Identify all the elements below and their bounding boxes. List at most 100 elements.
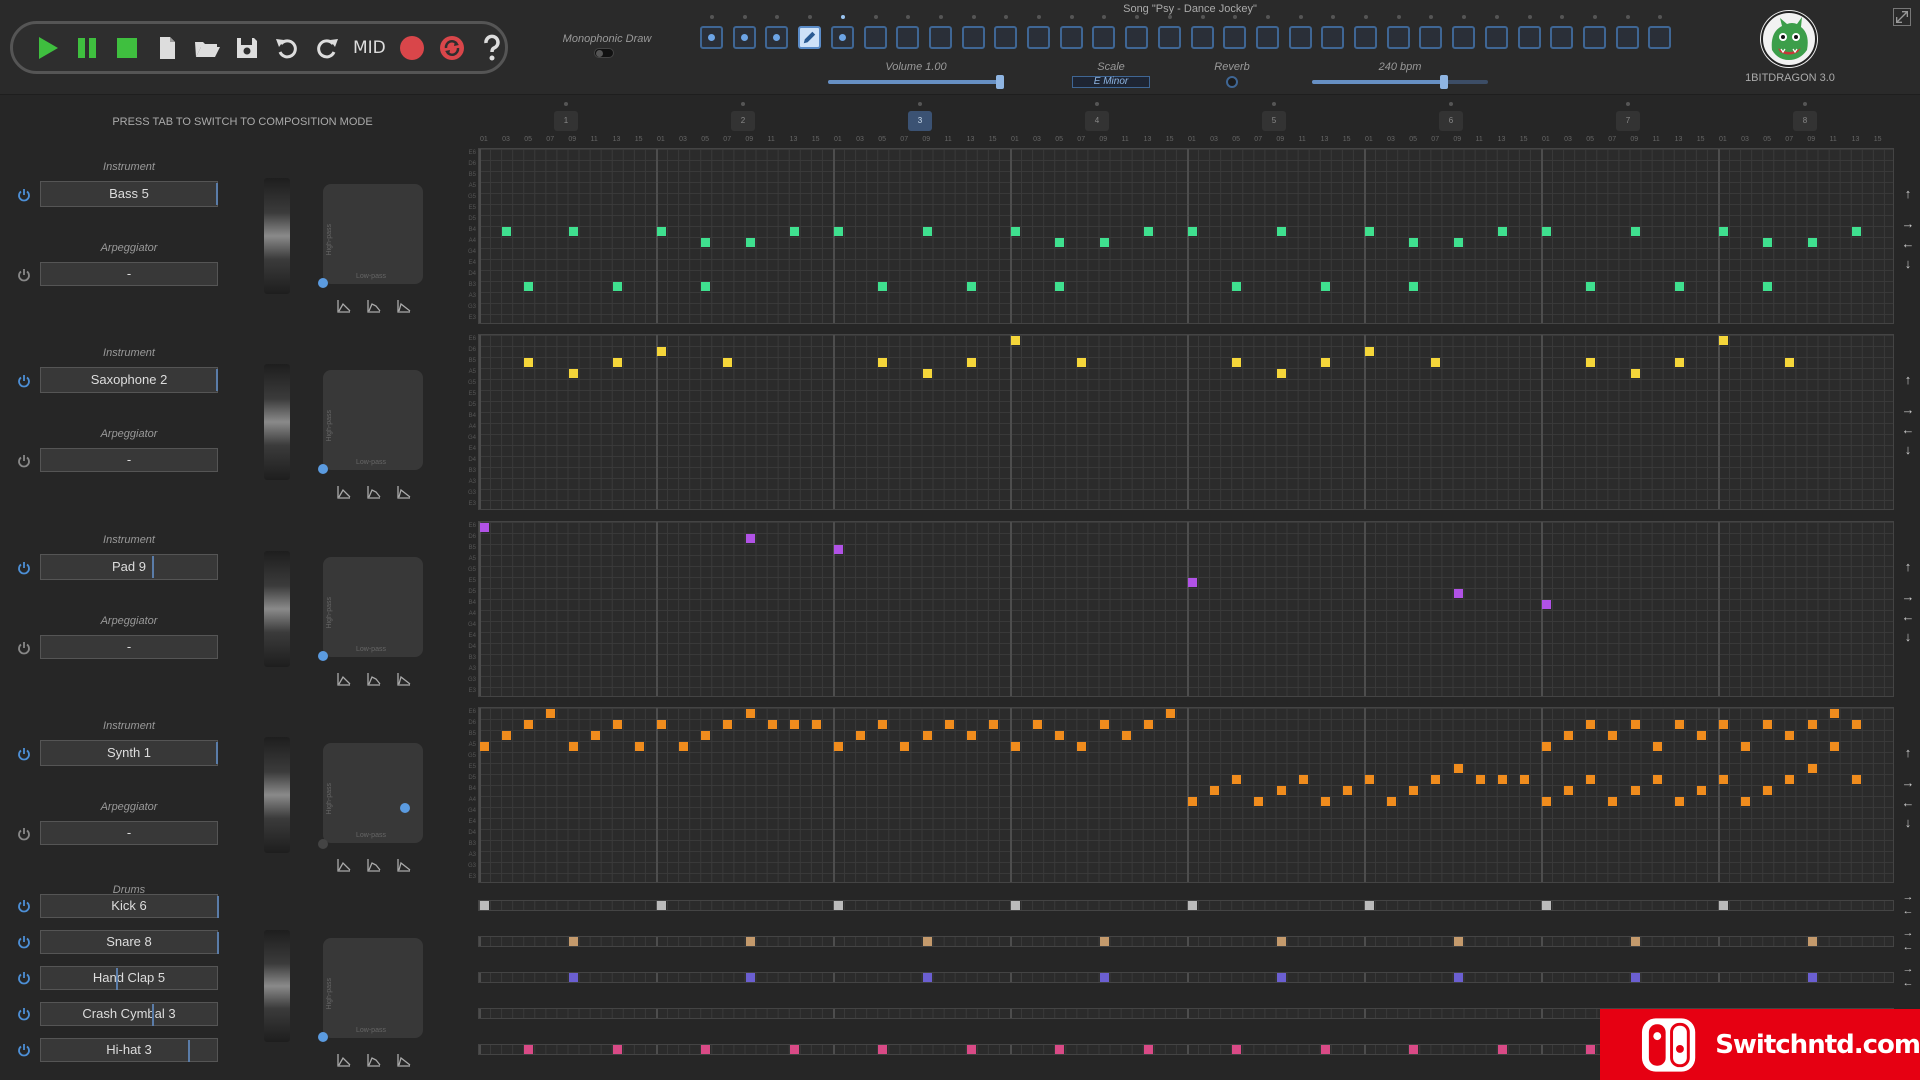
drum-hit[interactable]: [1586, 1045, 1596, 1054]
pattern-slot[interactable]: [1582, 15, 1606, 49]
note-cell[interactable]: [1630, 720, 1640, 729]
envelope-button[interactable]: [397, 1053, 411, 1072]
note-cell[interactable]: [944, 720, 954, 729]
note-cell[interactable]: [900, 742, 910, 751]
note-cell[interactable]: [878, 358, 888, 367]
note-cell[interactable]: [1011, 336, 1020, 345]
arrow-down-icon[interactable]: ↓: [1904, 815, 1912, 830]
envelope-button[interactable]: [397, 858, 411, 877]
redo-button[interactable]: [313, 33, 341, 63]
arrow-up-icon[interactable]: ↑: [1904, 186, 1912, 201]
drum-hit[interactable]: [966, 1045, 976, 1054]
record-button[interactable]: [398, 33, 426, 63]
note-cell[interactable]: [657, 347, 666, 356]
note-cell[interactable]: [1011, 742, 1020, 751]
fullscreen-button[interactable]: [1893, 8, 1911, 26]
filter-xy-pad[interactable]: High-pass Low-pass: [323, 370, 423, 470]
note-cell[interactable]: [1254, 797, 1264, 806]
pattern-slot[interactable]: [1223, 15, 1247, 49]
note-cell[interactable]: [1077, 358, 1087, 367]
pattern-slot[interactable]: [798, 15, 822, 49]
note-cell[interactable]: [1011, 227, 1020, 236]
bar-marker[interactable]: 4: [1085, 102, 1109, 131]
note-cell[interactable]: [922, 369, 932, 378]
note-cell[interactable]: [1276, 369, 1286, 378]
loop-button[interactable]: [438, 33, 466, 63]
note-cell[interactable]: [1630, 227, 1640, 236]
arpeggiator-select[interactable]: -: [40, 262, 218, 286]
note-cell[interactable]: [1586, 720, 1596, 729]
note-cell[interactable]: [1674, 720, 1684, 729]
note-cell[interactable]: [1320, 282, 1330, 291]
play-button[interactable]: [33, 33, 61, 63]
note-cell[interactable]: [1055, 731, 1065, 740]
drums-filter-xy-handle[interactable]: [318, 1032, 328, 1042]
note-cell[interactable]: [1652, 742, 1662, 751]
note-cell[interactable]: [1564, 731, 1574, 740]
arrow-up-icon[interactable]: ↑: [1904, 559, 1912, 574]
drum-hit[interactable]: [1232, 1045, 1242, 1054]
arrow-right-icon[interactable]: →: [1902, 927, 1914, 939]
pattern-slot[interactable]: [1027, 15, 1050, 49]
note-cell[interactable]: [723, 358, 733, 367]
note-cell[interactable]: [1409, 238, 1419, 247]
reverb-knob[interactable]: [1226, 76, 1238, 88]
envelope-button[interactable]: [367, 672, 381, 691]
drum-hit[interactable]: [1276, 973, 1286, 982]
arpeggiator-select[interactable]: -: [40, 448, 218, 472]
note-cell[interactable]: [1188, 227, 1197, 236]
instrument-power-toggle[interactable]: [17, 374, 31, 388]
arrow-left-icon[interactable]: ←: [1901, 609, 1915, 624]
note-cell[interactable]: [1630, 369, 1640, 378]
note-cell[interactable]: [612, 720, 622, 729]
drum-hit[interactable]: [1143, 1045, 1153, 1054]
note-cell[interactable]: [1409, 786, 1419, 795]
note-cell[interactable]: [1586, 282, 1596, 291]
pattern-slot[interactable]: [732, 15, 756, 49]
note-cell[interactable]: [1342, 786, 1352, 795]
pattern-slot[interactable]: [1648, 15, 1672, 49]
pattern-slot[interactable]: [1157, 15, 1181, 49]
note-cell[interactable]: [834, 545, 843, 554]
arrow-up-icon[interactable]: ↑: [1904, 745, 1912, 760]
note-cell[interactable]: [546, 709, 556, 718]
pattern-slot[interactable]: [928, 15, 952, 49]
pattern-slot[interactable]: [1386, 15, 1410, 49]
instrument-volume-slider[interactable]: [264, 364, 290, 480]
note-cell[interactable]: [1320, 797, 1330, 806]
note-cell[interactable]: [1033, 720, 1043, 729]
drum-hit[interactable]: [1055, 1045, 1065, 1054]
note-cell[interactable]: [988, 720, 998, 729]
drum-hit[interactable]: [789, 1045, 799, 1054]
drum-hit[interactable]: [1188, 901, 1197, 910]
pattern-slot[interactable]: [1517, 15, 1541, 49]
pause-button[interactable]: [73, 33, 101, 63]
note-cell[interactable]: [966, 282, 976, 291]
drum-select[interactable]: Hi-hat 3: [40, 1038, 218, 1062]
note-cell[interactable]: [1232, 358, 1242, 367]
note-cell[interactable]: [1143, 227, 1153, 236]
pattern-slot[interactable]: [896, 15, 920, 49]
tempo-slider[interactable]: [1312, 75, 1488, 89]
drum-power-toggle[interactable]: [17, 899, 31, 913]
bar-marker[interactable]: 5: [1262, 102, 1286, 131]
filter-xy-handle[interactable]: [318, 278, 328, 288]
note-cell[interactable]: [1785, 731, 1795, 740]
monophonic-draw-toggle[interactable]: [594, 48, 614, 58]
note-cell[interactable]: [1453, 589, 1463, 598]
note-cell[interactable]: [1365, 347, 1374, 356]
note-cell[interactable]: [480, 742, 489, 751]
note-cell[interactable]: [657, 227, 666, 236]
pattern-slot[interactable]: [765, 15, 789, 49]
note-cell[interactable]: [1763, 282, 1773, 291]
note-cell[interactable]: [1453, 764, 1463, 773]
drum-hit[interactable]: [1011, 901, 1020, 910]
drum-lane[interactable]: [478, 900, 1894, 911]
note-cell[interactable]: [1608, 797, 1618, 806]
drum-hit[interactable]: [1630, 973, 1640, 982]
pattern-slot[interactable]: [1550, 15, 1574, 49]
note-cell[interactable]: [922, 731, 932, 740]
drums-filter-xy-pad[interactable]: High-pass Low-pass: [323, 938, 423, 1038]
note-cell[interactable]: [701, 731, 711, 740]
note-cell[interactable]: [745, 534, 755, 543]
